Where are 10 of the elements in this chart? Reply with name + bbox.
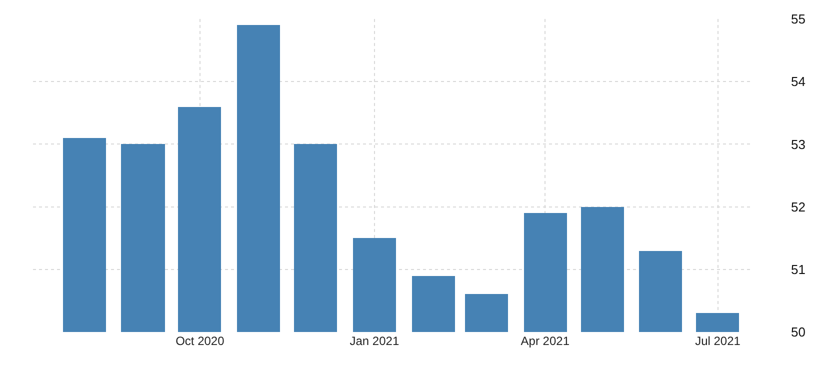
x-tick-label: Jul 2021 [695, 334, 741, 348]
x-tick-label: Apr 2021 [520, 334, 570, 348]
x-tick-label: Jan 2021 [350, 334, 400, 348]
y-tick-label: 50 [791, 324, 806, 340]
y-tick-label: 52 [791, 199, 806, 214]
y-tick-label: 54 [791, 74, 806, 90]
y-tick-label: 51 [791, 262, 806, 277]
y-tick-label: 55 [791, 12, 806, 27]
x-tick-label: Oct 2020 [176, 334, 225, 348]
y-tick-label: 53 [791, 136, 806, 152]
